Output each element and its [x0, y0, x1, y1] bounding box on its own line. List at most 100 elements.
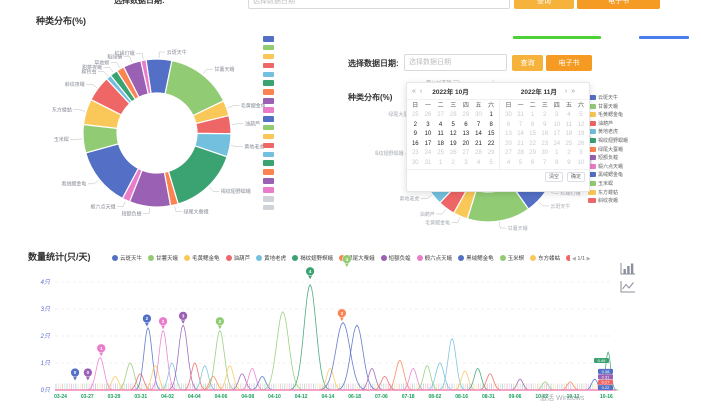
calendar-day-cell[interactable]: 26 — [449, 150, 457, 156]
calendar-day-cell[interactable]: 9 — [543, 121, 547, 128]
calendar-day-cell[interactable]: 1 — [489, 112, 493, 118]
legend-swatch[interactable] — [263, 196, 274, 202]
legend-item[interactable]: 玉米螟 — [499, 254, 524, 262]
top-date-input[interactable] — [248, 0, 510, 9]
legend-swatch[interactable] — [263, 204, 274, 211]
calendar-day-cell[interactable]: 30 — [475, 112, 482, 118]
legend-swatch[interactable] — [263, 62, 274, 69]
calendar-day-cell[interactable]: 13 — [462, 131, 470, 137]
pie-slice[interactable] — [167, 145, 228, 205]
calendar-day-cell[interactable]: 22 — [487, 140, 495, 147]
legend-item[interactable]: 毛黄鳃金龟 — [588, 111, 628, 118]
calendar-day-cell[interactable]: 5 — [579, 112, 583, 118]
legend-swatch[interactable] — [263, 169, 274, 175]
calendar-day-cell[interactable]: 26 — [577, 140, 585, 147]
calendar-day-cell[interactable]: 25 — [565, 140, 573, 147]
calendar-day-cell[interactable]: 8 — [489, 121, 493, 128]
calendar-day-cell[interactable]: 29 — [462, 112, 470, 118]
mark-point-pin[interactable]: 3 — [178, 311, 188, 324]
legend-swatch[interactable] — [263, 53, 274, 60]
legend-item[interactable]: 椴六点天蛾 — [416, 254, 452, 262]
legend-item[interactable]: 短额负蝗 — [380, 254, 411, 262]
legend-item[interactable]: 云斑天牛 — [112, 254, 142, 262]
legend-item[interactable]: 黄地老虎 — [256, 254, 286, 262]
calendar-day-cell[interactable]: 1 — [530, 112, 535, 118]
calendar-day-cell[interactable]: 3 — [464, 159, 468, 166]
calendar-day-cell[interactable]: 19 — [449, 140, 457, 147]
calendar-day-cell[interactable]: 31 — [517, 112, 524, 118]
calendar-day-cell[interactable]: 4 — [506, 159, 511, 166]
calendar-day-cell[interactable]: 29 — [529, 150, 536, 156]
legend-item[interactable]: 褐纹翅野螟蛾 — [588, 137, 628, 144]
calendar-day-cell[interactable]: 4 — [476, 159, 481, 166]
legend-swatch[interactable] — [263, 71, 274, 78]
calendar-day-cell[interactable]: 3 — [426, 121, 430, 128]
calendar-day-cell[interactable]: 2 — [451, 159, 455, 166]
legend-item[interactable]: 东方蝼蛄 — [588, 189, 628, 196]
calendar-day-cell[interactable]: 30 — [505, 112, 512, 118]
toolbox-bar-chart-icon[interactable] — [620, 262, 636, 276]
calendar-day-cell[interactable]: 9 — [413, 131, 417, 137]
legend-swatch[interactable] — [263, 178, 274, 184]
calendar-day-cell[interactable]: 10 — [424, 131, 432, 137]
calendar-day-cell[interactable]: 8 — [555, 159, 559, 166]
legend-swatch[interactable] — [263, 36, 274, 42]
legend-item[interactable]: 椴六点天蛾 — [588, 163, 628, 170]
left-month-title[interactable]: 2022年 10月 — [432, 89, 469, 96]
prev-year-icon[interactable]: « — [412, 87, 416, 95]
legend-item[interactable]: 东方蝼蛄 — [530, 254, 560, 262]
legend-item[interactable]: 油葫芦 — [225, 254, 250, 262]
legend-swatch[interactable] — [263, 44, 274, 51]
calendar-day-cell[interactable]: 5 — [489, 159, 493, 166]
legend-prev-icon[interactable]: ◀ — [572, 256, 576, 262]
legend-item[interactable]: 褐纹翅野螟蛾 — [292, 254, 333, 262]
calendar-day-cell[interactable]: 22 — [529, 140, 536, 147]
calendar-day-cell[interactable]: 12 — [449, 131, 457, 137]
right-month-title[interactable]: 2022年 11月 — [520, 89, 557, 96]
calendar-day-cell[interactable]: 4 — [438, 121, 443, 128]
calendar-day-cell[interactable]: 20 — [505, 140, 512, 147]
legend-item[interactable]: 甘薯天蛾 — [588, 103, 628, 110]
prev-month-icon[interactable]: ‹ — [419, 87, 423, 95]
calendar-day-cell[interactable]: 18 — [565, 131, 573, 137]
legend-item[interactable]: 黑绒鳃金龟 — [458, 254, 494, 262]
legend-swatch[interactable] — [263, 107, 274, 113]
ebook-button[interactable]: 电子书 — [546, 55, 592, 71]
calendar-day-cell[interactable]: 31 — [424, 159, 432, 166]
calendar-day-cell[interactable]: 6 — [506, 121, 511, 128]
legend-swatch[interactable] — [263, 89, 274, 95]
legend-swatch[interactable] — [263, 124, 274, 131]
calendar-day-cell[interactable]: 28 — [475, 150, 482, 156]
calendar-day-cell[interactable]: 24 — [553, 140, 561, 147]
calendar-day-cell[interactable]: 10 — [553, 121, 561, 128]
calendar-day-cell[interactable]: 17 — [424, 140, 432, 147]
mark-point-pin[interactable]: 2 — [215, 316, 225, 330]
clear-button[interactable]: 清空 — [544, 171, 563, 182]
calendar-day-cell[interactable]: 18 — [437, 140, 444, 147]
calendar-day-cell[interactable]: 15 — [529, 131, 536, 137]
calendar-day-cell[interactable]: 7 — [543, 159, 547, 166]
legend-swatch[interactable] — [263, 116, 274, 122]
toolbox-line-chart-icon[interactable] — [620, 280, 636, 294]
legend-next-icon[interactable]: ▶ — [586, 256, 591, 262]
calendar-day-cell[interactable]: 2 — [567, 150, 571, 156]
calendar-day-cell[interactable]: 1 — [438, 159, 443, 166]
calendar-day-cell[interactable]: 1 — [555, 150, 559, 156]
calendar-day-cell[interactable]: 12 — [577, 121, 585, 128]
legend-item[interactable]: 短额负蝗 — [588, 154, 628, 161]
legend-item[interactable]: 玉米螟 — [588, 180, 628, 187]
calendar-day-cell[interactable]: 6 — [530, 159, 535, 166]
calendar-day-cell[interactable]: 25 — [411, 112, 419, 118]
calendar-day-cell[interactable]: 17 — [553, 131, 561, 137]
calendar-day-cell[interactable]: 14 — [475, 131, 482, 137]
calendar-day-cell[interactable]: 11 — [437, 131, 444, 137]
mark-point-pin[interactable]: 1 — [96, 343, 106, 357]
calendar-day-cell[interactable]: 2 — [413, 121, 417, 128]
calendar-day-cell[interactable]: 25 — [437, 150, 444, 156]
legend-swatch[interactable] — [263, 160, 274, 166]
calendar-day-cell[interactable]: 30 — [541, 150, 549, 156]
legend-swatch[interactable] — [263, 80, 274, 86]
calendar-day-cell[interactable]: 21 — [475, 140, 482, 147]
legend-item[interactable]: 毛黄鳃金龟 — [184, 254, 220, 262]
calendar-day-cell[interactable]: 14 — [517, 131, 524, 137]
